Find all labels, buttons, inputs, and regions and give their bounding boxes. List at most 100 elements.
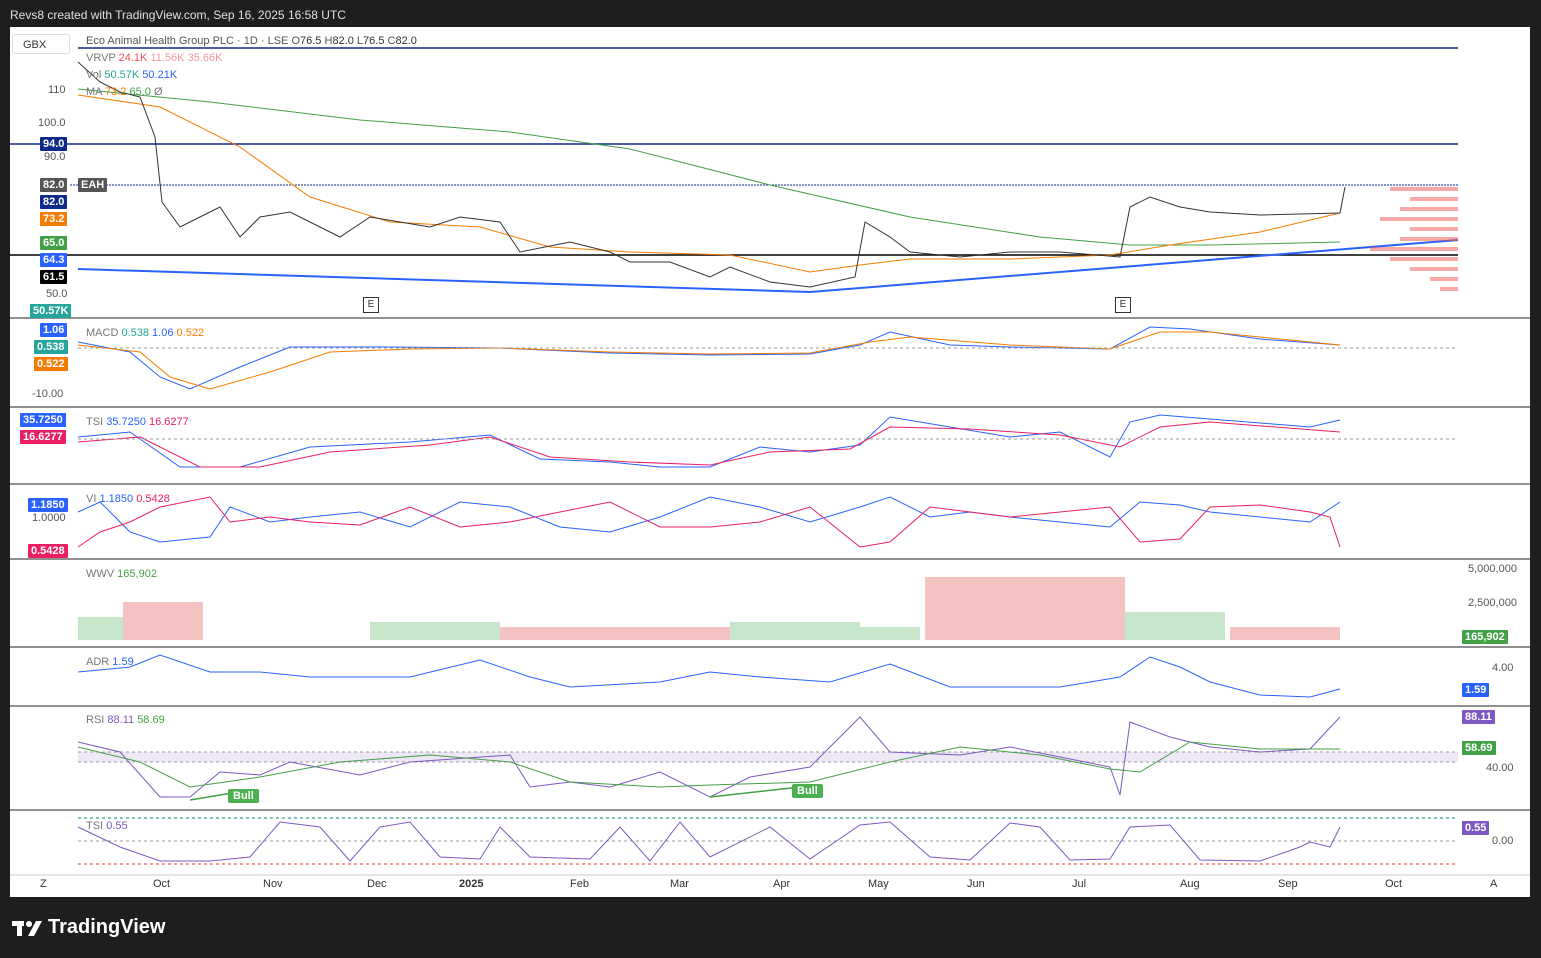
tsi2-tag: 0.55 [1462, 821, 1490, 835]
vi-v1: 1.1850 [99, 493, 134, 505]
macd-axis: -10.00 [32, 388, 64, 400]
brand-name: TradingView [48, 916, 166, 938]
earnings-marker-2[interactable]: E [1115, 297, 1131, 313]
wwv-label: WWV [86, 568, 115, 580]
month-label: Apr [773, 878, 791, 890]
tsi2-label: TSI [86, 820, 104, 832]
vrvp-label: VRVP [86, 52, 116, 64]
chart-area[interactable]: GBX Eco Animal Health Group PLC · 1D · L… [10, 27, 1530, 897]
month-label: Mar [670, 878, 689, 890]
high-label: H [324, 35, 333, 47]
earnings-marker-1[interactable]: E [363, 297, 379, 313]
macd-v3: 0.522 [176, 327, 205, 339]
axis-90: 90.0 [44, 151, 66, 163]
low-value: 76.5 [363, 35, 385, 47]
vi-tag-2: 0.5428 [28, 544, 68, 558]
wwv-axis-2.5m: 2,500,000 [1468, 597, 1517, 609]
rsi-tag-1: 88.11 [1462, 710, 1495, 724]
rsi-axis: 40.00 [1486, 762, 1514, 774]
trendline [77, 239, 1459, 294]
tsi2-legend: TSI 0.55 [86, 820, 128, 832]
high-value: 82.0 [332, 35, 354, 47]
vol-v2: 50.21K [142, 69, 178, 81]
month-label: 2025 [459, 878, 484, 890]
tsi-v1: 35.7250 [106, 416, 146, 428]
ma-tag-long: 65.0 [40, 236, 68, 250]
tradingview-logo-icon [12, 918, 42, 938]
currency-selector[interactable]: GBX [12, 34, 70, 54]
price-tag-94: 94.0 [40, 137, 68, 151]
adr-label: ADR [86, 656, 110, 668]
tsi-tag-2: 16.6277 [20, 430, 66, 444]
open-value: 76.5 [300, 35, 322, 47]
tsi-legend: TSI 35.7250 16.6277 [86, 416, 189, 428]
candles [77, 61, 1346, 288]
month-label: Sep [1278, 878, 1298, 890]
macd-v2: 1.06 [152, 327, 174, 339]
adr-axis: 4.00 [1492, 662, 1514, 674]
macd-tag-3: 0.522 [34, 357, 68, 371]
vrvp-v2: 11.56K [150, 52, 185, 64]
month-label: Jul [1072, 878, 1087, 890]
tsi2-axis: 0.00 [1492, 835, 1514, 847]
vrvp-v1: 24.1K [118, 52, 148, 64]
ma-tag-short: 73.2 [40, 212, 68, 226]
auto-scale-button[interactable]: Z [40, 878, 47, 890]
wwv-v1: 165,902 [117, 568, 157, 580]
month-label: Aug [1180, 878, 1200, 890]
rsi-label: RSI [86, 714, 105, 726]
main-legend: Eco Animal Health Group PLC · 1D · LSE O… [86, 35, 417, 47]
rsi-v2: 58.69 [137, 714, 165, 726]
wwv-tag: 165,902 [1462, 630, 1508, 644]
vi-legend: VI 1.1850 0.5428 [86, 493, 170, 505]
wwv-bars [78, 577, 1340, 640]
level-tag: 61.5 [40, 270, 68, 284]
ma-label: MA [86, 86, 102, 98]
vi-v2: 0.5428 [136, 493, 170, 505]
wwv-axis-5m: 5,000,000 [1468, 563, 1517, 575]
auto-button[interactable]: A [1490, 878, 1498, 890]
vol-v1: 50.57K [104, 69, 140, 81]
close-value: 82.0 [395, 35, 417, 47]
vrvp-legend: VRVP 24.1K 11.56K 35.66K [86, 52, 222, 64]
symbol-title: Eco Animal Health Group PLC · 1D · LSE [86, 35, 289, 47]
bull-label-1: Bull [228, 789, 259, 803]
open-label: O [291, 35, 300, 47]
tsi2-v1: 0.55 [106, 820, 128, 832]
month-label: Nov [263, 878, 283, 890]
rsi-legend: RSI 88.11 58.69 [86, 714, 165, 726]
ma-short-line [77, 94, 1341, 273]
macd-label: MACD [86, 327, 119, 339]
adr-legend: ADR 1.59 [86, 656, 134, 668]
vi-tag-1: 1.1850 [28, 498, 68, 512]
adr-tag: 1.59 [1462, 683, 1490, 697]
month-label: Feb [570, 878, 589, 890]
macd-tag-2: 0.538 [34, 340, 68, 354]
wwv-legend: WWV 165,902 [86, 568, 157, 580]
macd-legend: MACD 0.538 1.06 0.522 [86, 327, 204, 339]
axis-100: 100.0 [38, 117, 66, 129]
vrvp-v3: 35.66K [187, 52, 223, 64]
symbol-tag: EAH [78, 178, 108, 192]
tradingview-logo[interactable]: TradingView [12, 916, 165, 939]
tsi-v2: 16.6277 [149, 416, 189, 428]
ma-v1: 73.2 [104, 86, 127, 98]
adr-v1: 1.59 [112, 656, 134, 668]
low-label: L [356, 35, 364, 47]
tsi-label: TSI [86, 416, 104, 428]
ma-hide-icon[interactable]: Ø [153, 86, 163, 98]
month-label: Jun [967, 878, 985, 890]
rsi-tag-2: 58.69 [1462, 741, 1496, 755]
volume-profile [1370, 187, 1458, 291]
month-label: Oct [153, 878, 171, 890]
rsi-v1: 88.11 [107, 714, 135, 726]
vi-axis: 1.0000 [32, 512, 66, 524]
macd-v1: 0.538 [121, 327, 149, 339]
macd-tag-1: 1.06 [40, 323, 68, 337]
ma-legend: MA 73.2 65.0 Ø [86, 86, 163, 98]
volume-tag: 50.57K [30, 304, 72, 318]
vol-label: Vol [86, 69, 102, 81]
chart-canvas [10, 47, 1530, 876]
ma-v2: 65.0 [129, 86, 151, 98]
ma-long-line [77, 88, 1341, 246]
